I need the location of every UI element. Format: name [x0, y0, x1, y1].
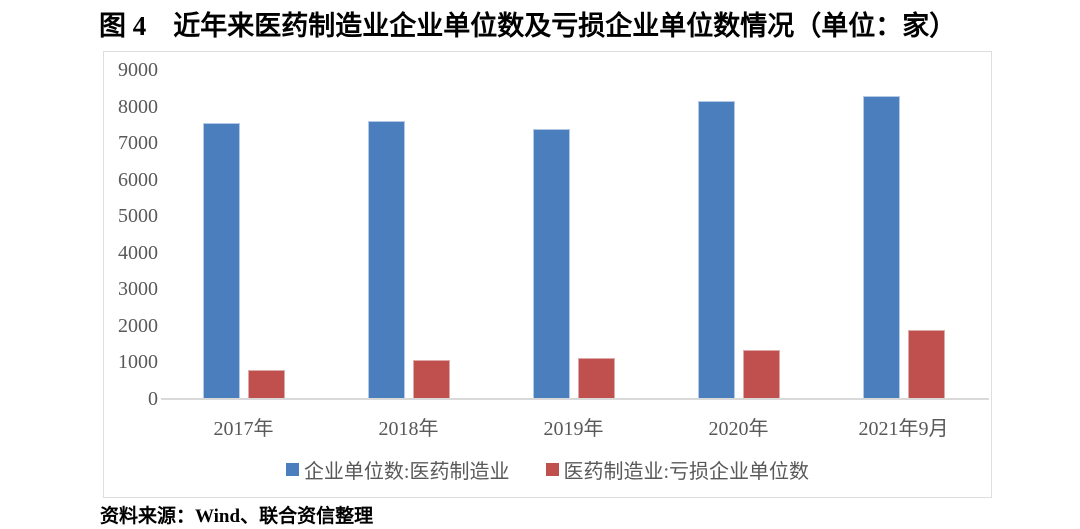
x-axis-category-label: 2020年 — [708, 418, 769, 440]
y-axis-tick-label: 7000 — [118, 132, 158, 155]
bar-enterprise-units — [697, 101, 735, 399]
legend-item-enterprise-units: 企业单位数:医药制造业 — [285, 455, 510, 484]
x-axis-category-label: 2021年9月 — [858, 418, 949, 440]
chart-frame: 0 1000 2000 3000 4000 5000 6000 7000 8000 9000 20… — [103, 51, 992, 498]
bar-group-2018年 — [326, 121, 491, 399]
y-axis-tick-label: 2000 — [118, 314, 158, 337]
y-axis-tick-label: 5000 — [118, 205, 158, 228]
legend-label: 企业单位数:医药制造业 — [303, 461, 510, 483]
figure-title: 图 4 近年来医药制造业企业单位数及亏损企业单位数情况（单位：家） — [99, 11, 957, 41]
x-axis-category-label: 2019年 — [543, 418, 604, 440]
legend-swatch-blue-icon — [285, 463, 299, 476]
bar-loss-enterprise-units — [412, 359, 450, 399]
plot-area — [161, 70, 986, 399]
y-axis-tick-label: 0 — [148, 388, 158, 410]
bar-enterprise-units — [202, 123, 240, 399]
legend-swatch-red-icon — [545, 463, 559, 476]
x-axis-line — [161, 398, 989, 400]
bar-loss-enterprise-units — [577, 357, 615, 399]
y-axis-tick-label: 6000 — [118, 168, 158, 191]
y-axis-tick-label: 3000 — [118, 278, 158, 301]
bar-loss-enterprise-units — [742, 350, 780, 399]
bar-group-2020年 — [656, 101, 821, 399]
source-note: 资料来源：Wind、联合资信整理 — [100, 506, 374, 527]
x-axis-category-label: 2018年 — [378, 418, 439, 440]
y-axis-tick-label: 4000 — [118, 241, 158, 264]
x-axis-category-label: 2017年 — [213, 418, 274, 440]
y-axis-tick-label: 8000 — [118, 95, 158, 118]
bar-group-2019年 — [491, 128, 656, 399]
bar-group-2021年9月 — [821, 95, 986, 399]
bar-enterprise-units — [862, 95, 900, 399]
y-axis-tick-label: 9000 — [118, 59, 158, 81]
bar-loss-enterprise-units — [907, 329, 945, 399]
bar-group-2017年 — [161, 123, 326, 399]
bar-enterprise-units — [367, 121, 405, 399]
x-axis-labels: 2017年 2018年 2019年 2020年 2021年9月 — [161, 412, 986, 441]
chart-legend: 企业单位数:医药制造业 医药制造业:亏损企业单位数 — [104, 455, 991, 484]
legend-label: 医药制造业:亏损企业单位数 — [563, 461, 810, 483]
legend-item-loss-enterprise-units: 医药制造业:亏损企业单位数 — [545, 455, 810, 484]
bar-loss-enterprise-units — [247, 369, 285, 399]
bar-enterprise-units — [532, 128, 570, 399]
y-axis-tick-label: 1000 — [118, 351, 158, 374]
